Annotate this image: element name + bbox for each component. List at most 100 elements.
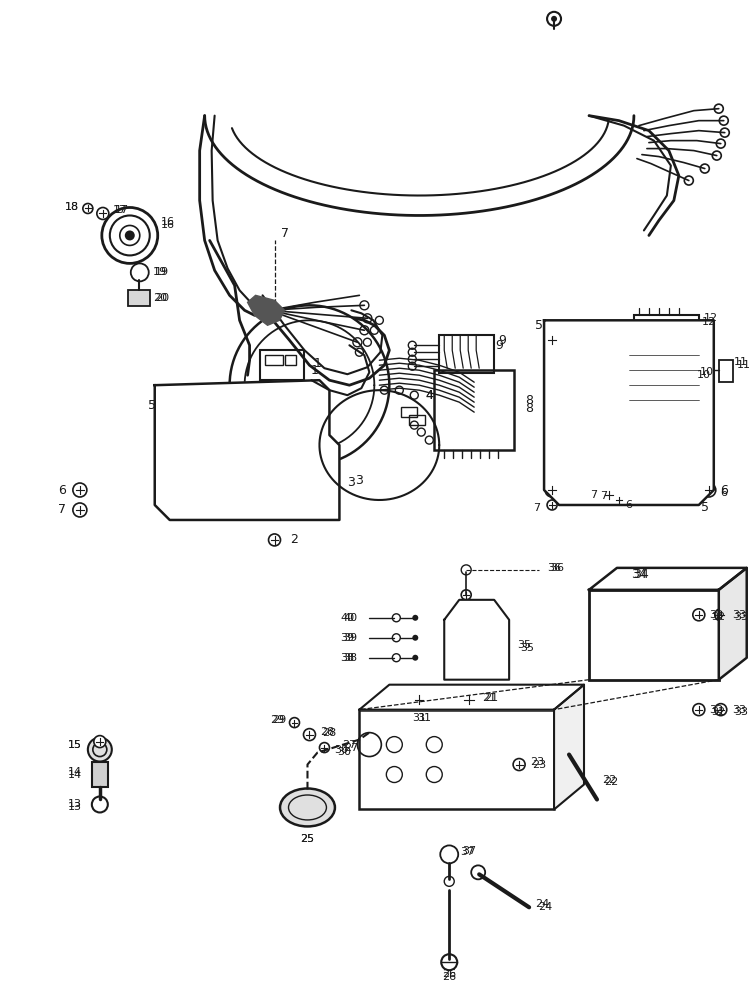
Text: 40: 40 — [344, 613, 358, 623]
Polygon shape — [718, 568, 747, 679]
Text: 35: 35 — [520, 642, 534, 652]
Text: 27: 27 — [342, 740, 356, 750]
Text: 7: 7 — [533, 503, 541, 513]
Text: 15: 15 — [68, 740, 82, 750]
Text: 7: 7 — [601, 491, 608, 501]
Text: 32: 32 — [711, 612, 724, 622]
Circle shape — [461, 590, 471, 600]
Text: 3: 3 — [347, 476, 355, 489]
Text: 1: 1 — [310, 363, 319, 376]
Text: 30: 30 — [334, 745, 349, 755]
Text: 7: 7 — [58, 503, 66, 516]
Text: 22: 22 — [604, 777, 618, 786]
Text: 29: 29 — [272, 715, 286, 725]
Circle shape — [290, 718, 299, 728]
Text: 37: 37 — [462, 846, 476, 856]
Bar — [284, 355, 296, 365]
Text: 5: 5 — [148, 398, 156, 412]
Text: 36: 36 — [550, 563, 564, 573]
Circle shape — [413, 615, 419, 621]
Text: 12: 12 — [704, 314, 718, 324]
Text: 6: 6 — [720, 484, 728, 496]
Text: 32: 32 — [711, 707, 724, 717]
Text: 19: 19 — [154, 267, 169, 277]
Text: 38: 38 — [344, 652, 358, 662]
Text: 17: 17 — [112, 206, 127, 215]
Circle shape — [715, 704, 727, 716]
Polygon shape — [444, 600, 509, 679]
Text: 16: 16 — [160, 220, 175, 230]
Circle shape — [614, 495, 624, 505]
Circle shape — [413, 693, 426, 707]
Text: 6: 6 — [626, 500, 632, 510]
Text: 35: 35 — [517, 639, 531, 649]
Circle shape — [693, 609, 705, 621]
Text: 7: 7 — [590, 490, 598, 500]
Bar — [128, 290, 150, 306]
Text: 24: 24 — [538, 903, 552, 913]
Circle shape — [320, 743, 329, 753]
Text: 12: 12 — [702, 318, 715, 328]
Text: 8: 8 — [525, 401, 533, 415]
Circle shape — [551, 16, 557, 22]
Circle shape — [97, 208, 109, 219]
Circle shape — [545, 334, 559, 348]
Text: 39: 39 — [340, 633, 355, 642]
Text: 33: 33 — [734, 612, 748, 622]
Circle shape — [693, 704, 705, 716]
Text: 11: 11 — [734, 357, 748, 367]
Polygon shape — [544, 321, 714, 505]
Bar — [440, 336, 494, 373]
Text: 17: 17 — [115, 206, 129, 215]
Text: 11: 11 — [736, 360, 750, 370]
Text: 39: 39 — [344, 633, 358, 642]
Polygon shape — [589, 568, 747, 590]
Text: 5: 5 — [535, 319, 543, 332]
Bar — [359, 710, 554, 809]
Bar — [718, 360, 733, 382]
Circle shape — [304, 729, 316, 741]
Text: 4: 4 — [425, 388, 433, 402]
Bar — [260, 351, 305, 380]
Circle shape — [94, 736, 106, 748]
Text: 10: 10 — [697, 370, 711, 380]
Text: 2: 2 — [290, 533, 298, 546]
Text: 10: 10 — [700, 367, 714, 377]
Text: 32: 32 — [709, 610, 723, 620]
Text: 33: 33 — [732, 705, 746, 715]
Circle shape — [715, 609, 727, 621]
Bar — [434, 370, 514, 450]
Text: 23: 23 — [530, 757, 544, 767]
Circle shape — [413, 654, 419, 660]
Text: 21: 21 — [482, 693, 496, 703]
Text: 20: 20 — [154, 293, 169, 303]
Ellipse shape — [280, 788, 335, 826]
Text: 9: 9 — [498, 334, 506, 347]
Polygon shape — [359, 685, 584, 710]
Circle shape — [547, 500, 557, 510]
Text: 31: 31 — [417, 713, 431, 723]
Text: 24: 24 — [535, 900, 549, 910]
Text: 14: 14 — [68, 767, 82, 777]
Circle shape — [461, 692, 477, 708]
Text: 25: 25 — [301, 834, 314, 844]
Bar — [624, 341, 704, 420]
Bar — [589, 590, 718, 679]
Circle shape — [73, 503, 87, 517]
Text: 28: 28 — [322, 728, 337, 738]
Circle shape — [413, 635, 419, 640]
Circle shape — [268, 534, 280, 546]
Bar — [92, 762, 108, 786]
Circle shape — [603, 489, 615, 501]
Bar — [410, 415, 425, 425]
Text: 26: 26 — [442, 969, 456, 979]
Text: 28: 28 — [320, 727, 334, 737]
Circle shape — [545, 483, 559, 497]
Text: 30: 30 — [338, 747, 352, 757]
Text: 13: 13 — [68, 802, 82, 812]
Bar — [634, 316, 699, 338]
Text: 13: 13 — [68, 799, 82, 809]
Text: 20: 20 — [153, 293, 166, 303]
Polygon shape — [554, 685, 584, 809]
Polygon shape — [248, 295, 284, 326]
